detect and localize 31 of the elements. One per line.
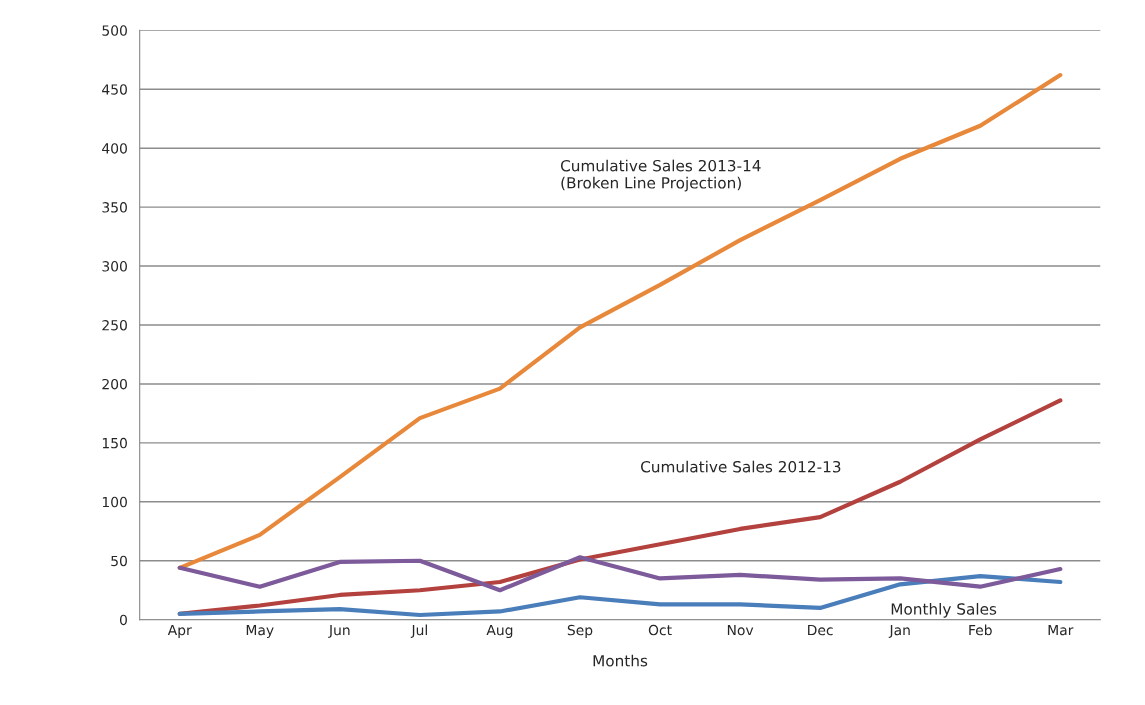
y-tick-label: 300 xyxy=(102,261,127,272)
y-tick-label: 50 xyxy=(111,555,127,567)
x-tick-label: Aug xyxy=(486,624,513,638)
line-series xyxy=(177,73,1063,570)
x-tick-label: Oct xyxy=(648,624,672,636)
y-tick-label: 450 xyxy=(102,84,127,95)
x-tick-label: Dec xyxy=(808,624,833,636)
x-tick-label: Jun xyxy=(328,624,350,638)
line-series xyxy=(177,398,1063,616)
x-tick-label: Mar xyxy=(1048,624,1074,636)
y-tick-label: 150 xyxy=(102,437,127,449)
x-tick-label: Feb xyxy=(969,624,992,636)
y-tick-label: 100 xyxy=(102,496,127,508)
line-series xyxy=(177,555,1063,593)
text: Cumulative Sales 2013-14 (Broken Line Projection) xyxy=(560,159,761,192)
y-tick-label: 250 xyxy=(102,319,127,331)
x-tick-label: Jan xyxy=(888,624,910,638)
y-tick-label: 0 xyxy=(119,614,127,626)
x-axis-title: Months xyxy=(593,654,648,667)
x-tick-label: Nov xyxy=(727,624,754,636)
x-tick-label: May xyxy=(246,624,274,638)
x-tick-label: Jul xyxy=(410,624,427,638)
text: Cumulative Sales 2012-13 xyxy=(641,460,841,473)
x-tick-label: Sep xyxy=(567,624,593,638)
line-series xyxy=(177,573,1063,618)
y-tick-label: 350 xyxy=(102,202,127,213)
y-tick-label: 200 xyxy=(102,378,127,390)
y-tick-label: 500 xyxy=(102,25,127,36)
x-tick-label: Apr xyxy=(167,624,192,638)
series-label: Monthly Sales xyxy=(891,602,997,618)
y-tick-label: 400 xyxy=(102,143,127,154)
